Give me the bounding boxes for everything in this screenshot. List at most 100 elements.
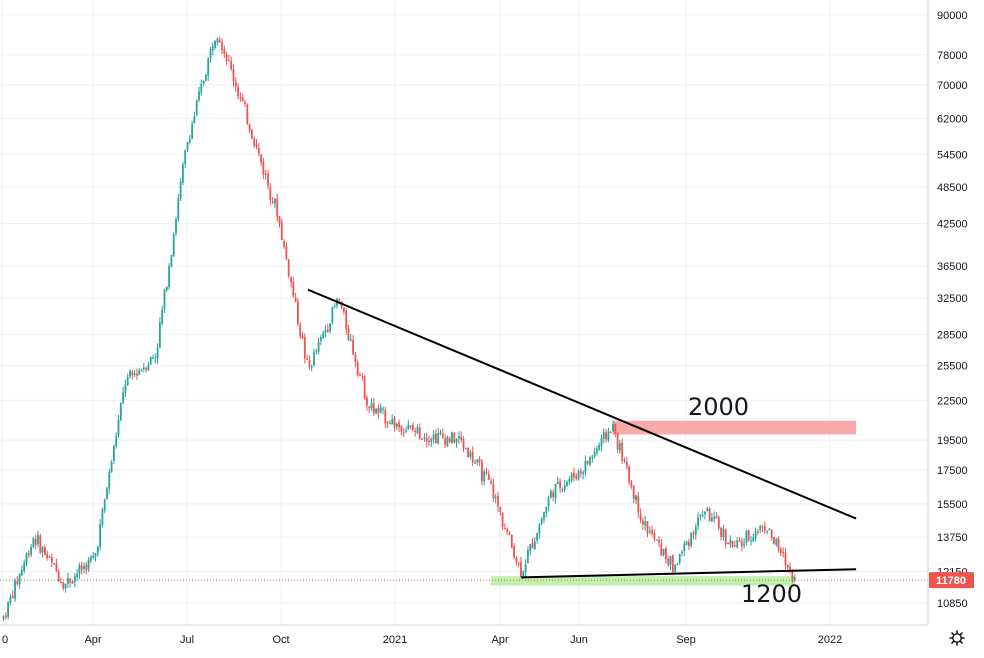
support-zone xyxy=(490,576,796,586)
candle-body xyxy=(789,566,791,571)
x-tick-label: Oct xyxy=(272,634,289,646)
candle-body xyxy=(395,423,398,427)
candle-body xyxy=(467,447,469,458)
candle-body xyxy=(80,565,83,571)
candle-body xyxy=(471,451,474,463)
annotation-label: 1200 xyxy=(741,580,802,608)
candle-body xyxy=(16,581,19,584)
candle-body xyxy=(644,521,647,526)
candle-body xyxy=(791,570,794,582)
candle-body xyxy=(257,147,260,154)
candle-body xyxy=(205,75,207,81)
candle-body xyxy=(524,564,527,573)
candle-body xyxy=(184,150,187,164)
candle-body xyxy=(522,571,525,579)
x-tick-label: Jun xyxy=(570,634,588,646)
candle-body xyxy=(717,517,720,529)
candle-body xyxy=(683,543,686,551)
candle-body xyxy=(76,574,78,578)
resistance-zone xyxy=(612,420,857,435)
candle-body xyxy=(154,357,157,359)
y-tick-label: 62000 xyxy=(937,114,968,126)
candle-body xyxy=(44,547,46,555)
y-tick-label: 70000 xyxy=(937,80,968,92)
candle-body xyxy=(642,520,644,525)
candle-body xyxy=(430,438,433,443)
candle-body xyxy=(264,174,267,176)
candle-body xyxy=(543,511,545,520)
candle-body xyxy=(136,373,138,376)
candle-body xyxy=(280,222,283,240)
candle-body xyxy=(722,528,725,538)
candle-body xyxy=(446,436,449,446)
candle-body xyxy=(343,308,345,312)
candle-body xyxy=(161,309,164,324)
settings-gear-icon[interactable] xyxy=(949,630,965,646)
candle-body xyxy=(697,517,699,527)
candle-body xyxy=(713,516,716,520)
annotations: 2000 1200 xyxy=(688,393,802,608)
candle-body xyxy=(651,530,653,534)
candle-body xyxy=(674,564,676,572)
candle-body xyxy=(2,616,5,619)
candle-body xyxy=(234,81,237,87)
candle-body xyxy=(701,515,704,517)
candle-body xyxy=(648,531,651,533)
candle-body xyxy=(577,471,580,480)
candle-body xyxy=(345,310,348,330)
candle-body xyxy=(32,538,35,548)
candle-body xyxy=(237,87,239,97)
candle-body xyxy=(688,541,690,547)
candle-body xyxy=(448,438,451,443)
candle-body xyxy=(62,582,65,589)
candle-body xyxy=(232,69,235,82)
candle-body xyxy=(122,392,124,403)
candle-body xyxy=(195,100,198,115)
candle-body xyxy=(619,443,621,451)
candle-body xyxy=(508,532,511,535)
candle-body xyxy=(763,526,766,531)
candle-body xyxy=(520,562,522,577)
candle-body xyxy=(209,49,212,59)
candle-body xyxy=(623,460,626,462)
candle-body xyxy=(113,445,115,461)
candle-body xyxy=(379,407,382,413)
candle-body xyxy=(11,595,14,598)
candle-body xyxy=(218,39,221,43)
candle-body xyxy=(621,442,624,461)
candle-body xyxy=(90,556,92,561)
candle-body xyxy=(699,514,702,516)
candle-body xyxy=(439,432,442,434)
candle-body xyxy=(793,576,796,581)
candle-body xyxy=(228,59,230,61)
candle-body xyxy=(481,461,483,481)
candle-body xyxy=(230,60,233,70)
price-zones xyxy=(490,420,857,586)
candle-body xyxy=(768,528,771,531)
x-tick-label: Jul xyxy=(180,634,194,646)
candle-body xyxy=(750,540,752,542)
y-tick-label: 32500 xyxy=(937,293,968,305)
candle-body xyxy=(87,559,90,570)
candle-body xyxy=(538,524,541,534)
candle-body xyxy=(241,97,244,102)
candle-body xyxy=(223,49,226,54)
candle-body xyxy=(69,578,72,583)
candle-body xyxy=(602,432,605,439)
candle-body xyxy=(301,335,304,339)
candle-body xyxy=(600,437,603,447)
trendlines xyxy=(0,288,928,581)
time-axis[interactable]: 0 Apr Jul Oct 2021 Apr Jun Sep 2022 xyxy=(2,634,842,646)
y-tick-label: 28500 xyxy=(937,330,968,342)
candle-body xyxy=(614,423,617,434)
candle-body xyxy=(170,255,173,267)
price-axis[interactable]: 90000 78000 70000 62000 54500 48500 42500 36500… xyxy=(937,10,968,610)
candle-body xyxy=(637,496,640,513)
candle-body xyxy=(545,506,548,513)
candle-body xyxy=(384,410,387,424)
candle-body xyxy=(706,508,709,512)
candle-body xyxy=(628,466,630,482)
candle-body xyxy=(152,357,154,359)
candle-body xyxy=(773,537,775,545)
